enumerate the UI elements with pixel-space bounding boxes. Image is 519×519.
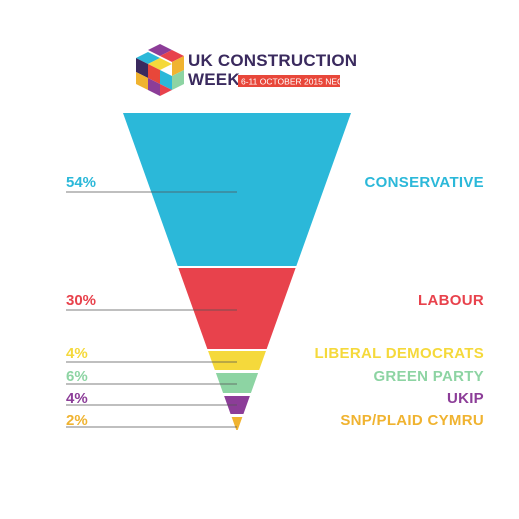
category-label-liberal-democrats: LIBERAL DEMOCRATS [314,345,484,362]
category-label-snp-plaid-cymru: SNP/PLAID CYMRU [340,412,484,429]
logo-title-line1: UK CONSTRUCTION [188,51,357,70]
value-label-green-party: 6% [66,368,88,385]
value-label-ukip: 4% [66,390,88,407]
cube-cluster-icon [136,44,184,96]
value-labels: 54% 30% 4% 6% 4% 2% [66,174,96,429]
category-label-ukip: UKIP [447,390,484,407]
funnel-segments [123,113,351,430]
logo-title-line2: WEEK [188,70,240,89]
value-label-labour: 30% [66,292,96,309]
funnel-segment-labour [178,268,296,349]
funnel-segment-conservative [123,113,351,266]
category-label-labour: LABOUR [418,292,484,309]
category-label-conservative: CONSERVATIVE [365,174,484,191]
category-labels: CONSERVATIVE LABOUR LIBERAL DEMOCRATS GREEN… [314,174,484,429]
uk-construction-week-logo: UK CONSTRUCTION WEEK 6-11 OCTOBER 2015 N… [136,44,357,96]
funnel-segment-liberal-democrats [208,351,266,370]
funnel-segment-green-party [215,373,259,393]
value-label-conservative: 54% [66,174,96,191]
value-label-liberal-democrats: 4% [66,345,88,362]
category-label-green-party: GREEN PARTY [373,368,484,385]
logo-dates: 6-11 OCTOBER 2015 NEC [241,77,343,87]
funnel-segment-snp-plaid-cymru [231,417,243,430]
value-label-snp-plaid-cymru: 2% [66,412,88,429]
leader-lines [66,191,237,428]
logo-date-banner [238,75,340,87]
